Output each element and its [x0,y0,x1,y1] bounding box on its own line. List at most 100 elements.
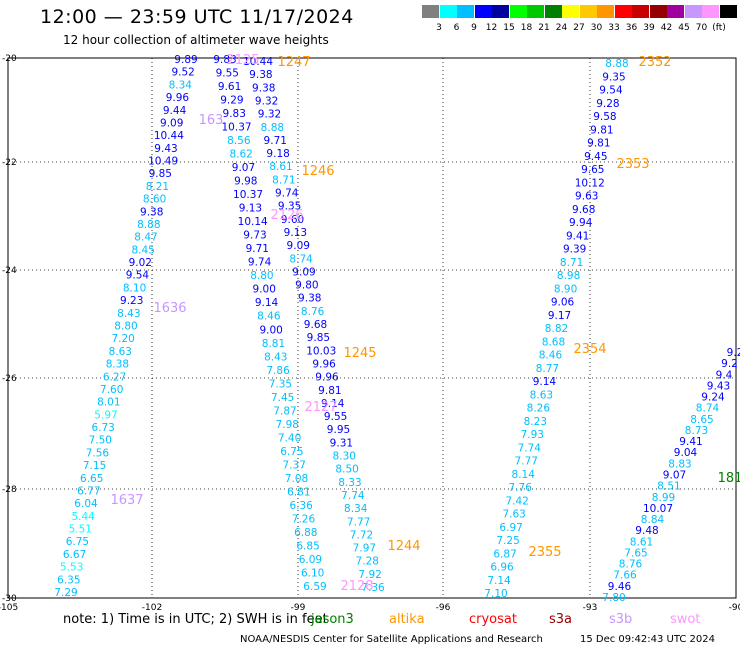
swh-value: 6.27 [103,371,126,383]
legend-swatch [422,5,439,18]
swh-value: 10.37 [233,189,263,201]
swh-value: 6.67 [63,549,86,561]
swh-value: 7.98 [276,419,299,431]
swh-value: 8.46 [539,350,563,362]
legend-swatch [527,5,544,18]
satellite-name: swot [670,612,701,627]
swh-value: 7.74 [518,442,542,454]
swh-value: 9.07 [232,162,255,174]
legend-label: (ft) [712,23,726,33]
satellite-name: s3a [549,612,573,627]
swh-value: 7.14 [487,575,511,587]
swh-value: 9.96 [166,92,190,104]
swh-value: 8.80 [114,321,137,333]
swh-value: 6.59 [303,581,326,593]
swh-value: 9.95 [327,424,350,436]
swh-value: 9.81 [318,385,341,397]
pass-labels: 1247 1246 1245 1244 1636 1637 163 2125 2126 2127 2… [110,53,740,594]
swh-value: 8.80 [250,270,273,282]
swh-value: 9.00 [259,324,282,336]
lat-label: -30 [2,594,17,604]
swh-value: 10.49 [148,156,178,168]
swh-value: 9.13 [284,227,307,239]
swh-value: 8.43 [264,351,287,363]
swh-value: 9.85 [149,168,172,180]
swh-value: 5.44 [71,511,95,523]
swh-value: 7.50 [89,435,112,447]
swh-value: 7.10 [484,588,507,600]
swh-value: 8.23 [524,416,547,428]
swh-value: 9.46 [608,581,632,593]
satellite-name: jason3 [311,612,354,627]
swh-value: 7.56 [86,447,110,459]
swh-value: 8.83 [668,458,691,470]
pass-time-label: 2128 [340,579,373,594]
swh-value: 9.85 [307,332,330,344]
swh-value: 9.81 [590,124,613,136]
pass-time-label: 163 [199,113,224,128]
swh-value: 7.45 [271,392,294,404]
swh-value: 8.50 [335,464,358,476]
legend-label: 30 [590,23,603,33]
swh-value: 9.43 [707,380,730,392]
legend-swatch [632,5,649,18]
swh-value: 8.63 [109,346,132,358]
legend-label: 24 [555,23,568,33]
page-title: 12:00 — 23:59 UTC 11/17/2024 [40,6,354,28]
swh-value: 7.72 [350,529,373,541]
legend-label: 45 [678,23,690,33]
swh-value: 7.66 [613,570,637,582]
swh-value: 6.04 [74,498,98,510]
swh-value: 9.96 [315,372,339,384]
lon-label: -90 [729,603,740,613]
swh-value: 8.88 [261,122,284,134]
legend-label: 39 [643,23,655,33]
swh-value: 9.44 [163,105,187,117]
swh-value: 9.73 [243,230,266,242]
legend-swatch [579,5,597,18]
swh-value: 8.68 [542,336,565,348]
swh-value: 6.88 [294,527,317,539]
swh-value: 8.65 [690,414,713,426]
swh-value: 9.24 [701,392,725,404]
legend-swatch [649,5,667,18]
swh-value: 9.38 [298,293,321,305]
legend-swatch [544,5,562,18]
legend-label: 27 [573,23,585,33]
swh-value: 9.41 [679,436,702,448]
swh-value: 10.44 [154,130,184,142]
swh-value: 7.26 [292,513,316,525]
swh-value: 9.32 [258,109,281,121]
pass-time-label: 2354 [573,342,606,357]
legend-label: 21 [538,23,550,33]
lat-label: -26 [2,374,17,384]
swh-value: 7.25 [496,535,519,547]
swh-value: 9.65 [581,164,604,176]
swh-value: 8.01 [97,397,120,409]
swh-value: 9.04 [674,447,698,459]
swh-value: 8.51 [657,481,680,493]
swh-value: 6.75 [280,446,303,458]
swh-value: 6.35 [57,574,80,586]
swh-value: 9.83 [223,108,246,120]
pass-time-label: 2353 [616,157,649,172]
swh-value: 5.53 [60,562,83,574]
swh-value: 7.29 [54,587,77,599]
swh-value: 8.99 [652,492,675,504]
swh-value: 5.97 [94,409,117,421]
swh-value: 8.84 [641,514,665,526]
swh-value: 9.68 [304,319,327,331]
legend-swatch [597,5,614,18]
swh-value: 8.81 [262,338,285,350]
swh-value: 9.14 [533,376,557,388]
satellite-name: s3b [609,612,633,627]
footer-note: note: 1) Time is in UTC; 2) SWH is in fe… [63,612,328,627]
swh-value: 7.76 [509,482,533,494]
swh-value: 6.96 [490,562,514,574]
swh-value: 8.90 [554,283,577,295]
swh-value: 8.74 [696,403,720,415]
lon-label: -102 [142,603,162,613]
lat-label: -28 [2,485,17,495]
pass-time-label: 2127 [304,400,337,415]
swh-value: 7.97 [353,543,376,555]
